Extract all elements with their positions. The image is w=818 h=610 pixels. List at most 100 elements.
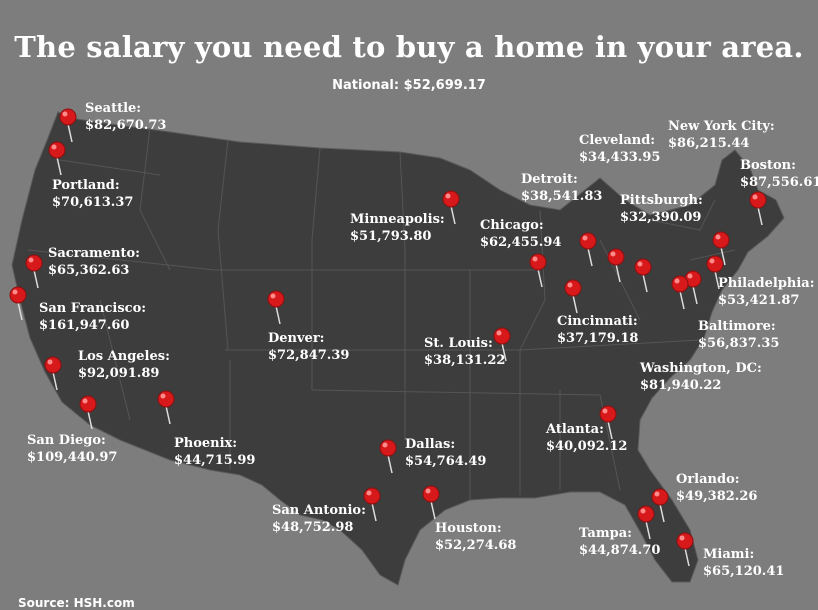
map-pin-icon[interactable] bbox=[362, 487, 382, 523]
map-pin-icon[interactable] bbox=[378, 439, 398, 475]
city-salary: $52,274.68 bbox=[435, 538, 517, 553]
map-pin-icon[interactable] bbox=[675, 532, 695, 568]
map-pin-icon[interactable] bbox=[636, 505, 656, 541]
map-pin-icon[interactable] bbox=[47, 141, 67, 177]
city-name: Cleveland: bbox=[579, 133, 656, 148]
city-label-washington-dc: Washington, DC: $81,940.22 bbox=[640, 360, 762, 394]
map-pin-icon[interactable] bbox=[156, 390, 176, 426]
city-label-dallas: Dallas: $54,764.49 bbox=[405, 436, 486, 470]
city-salary: $86,215.44 bbox=[668, 136, 750, 151]
city-salary: $38,541.83 bbox=[521, 189, 603, 204]
map-pin-icon[interactable] bbox=[578, 232, 598, 268]
city-name: Tampa: bbox=[579, 526, 632, 541]
map-pin-icon[interactable] bbox=[421, 485, 441, 521]
map-pin-icon[interactable] bbox=[705, 255, 725, 291]
map-pin-icon[interactable] bbox=[24, 254, 44, 290]
city-label-minneapolis: Minneapolis: $51,793.80 bbox=[350, 211, 445, 245]
map-pin-icon[interactable] bbox=[266, 290, 286, 326]
city-salary: $81,940.22 bbox=[640, 378, 722, 393]
city-salary: $40,092.12 bbox=[546, 439, 628, 454]
city-name: Boston: bbox=[740, 158, 796, 173]
city-label-miami: Miami: $65,120.41 bbox=[703, 546, 784, 580]
city-label-new-york-city: New York City: $86,215.44 bbox=[668, 118, 775, 152]
city-name: Atlanta: bbox=[546, 422, 604, 437]
city-salary: $37,179.18 bbox=[557, 331, 639, 346]
city-label-baltimore: Baltimore: $56,837.35 bbox=[698, 318, 779, 352]
city-label-detroit: Detroit: $38,541.83 bbox=[521, 171, 602, 205]
city-salary: $62,455.94 bbox=[480, 235, 562, 250]
map-pin-icon[interactable] bbox=[492, 327, 512, 363]
city-name: Seattle: bbox=[85, 101, 142, 116]
city-salary: $92,091.89 bbox=[78, 366, 160, 381]
city-salary: $34,433.95 bbox=[579, 150, 661, 165]
city-salary: $44,715.99 bbox=[174, 453, 256, 468]
map-pin-icon[interactable] bbox=[711, 231, 731, 267]
city-name: Washington, DC: bbox=[640, 361, 762, 376]
city-label-sacramento: Sacramento: $65,362.63 bbox=[48, 245, 140, 279]
city-name: New York City: bbox=[668, 119, 775, 134]
city-salary: $38,131.22 bbox=[424, 353, 506, 368]
city-name: San Antonio: bbox=[272, 503, 366, 518]
national-average: National: $52,699.17 bbox=[332, 78, 486, 93]
map-pin-icon[interactable] bbox=[563, 279, 583, 315]
city-name: Chicago: bbox=[480, 218, 544, 233]
city-label-houston: Houston: $52,274.68 bbox=[435, 520, 516, 554]
city-salary: $54,764.49 bbox=[405, 454, 487, 469]
map-pin-icon[interactable] bbox=[441, 190, 461, 226]
source-credit: Source: HSH.com bbox=[18, 596, 135, 610]
city-label-phoenix: Phoenix: $44,715.99 bbox=[174, 435, 255, 469]
city-label-atlanta: Atlanta: $40,092.12 bbox=[546, 421, 627, 455]
city-name: Denver: bbox=[268, 331, 325, 346]
city-name: Portland: bbox=[52, 178, 120, 193]
city-salary: $82,670.73 bbox=[85, 118, 167, 133]
city-salary: $32,390.09 bbox=[620, 210, 702, 225]
page-title: The salary you need to buy a home in you… bbox=[14, 30, 804, 64]
city-name: Minneapolis: bbox=[350, 212, 445, 227]
city-name: Pittsburgh: bbox=[620, 193, 703, 208]
city-label-san-diego: San Diego: $109,440.97 bbox=[27, 432, 117, 466]
city-name: Houston: bbox=[435, 521, 502, 536]
city-salary: $53,421.87 bbox=[718, 293, 800, 308]
city-name: San Francisco: bbox=[39, 301, 147, 316]
map-pin-icon[interactable] bbox=[650, 488, 670, 524]
map-pin-icon[interactable] bbox=[8, 286, 28, 322]
city-name: Philadelphia: bbox=[718, 276, 815, 291]
map-pin-icon[interactable] bbox=[58, 108, 78, 144]
city-label-san-antonio: San Antonio: $48,752.98 bbox=[272, 502, 366, 536]
city-salary: $161,947.60 bbox=[39, 318, 130, 333]
map-pin-icon[interactable] bbox=[633, 258, 653, 294]
city-salary: $109,440.97 bbox=[27, 450, 118, 465]
city-name: Phoenix: bbox=[174, 436, 238, 451]
map-pin-icon[interactable] bbox=[528, 253, 548, 289]
map-pin-icon[interactable] bbox=[78, 395, 98, 431]
city-label-pittsburgh: Pittsburgh: $32,390.09 bbox=[620, 192, 703, 226]
city-label-boston: Boston: $87,556.61 bbox=[740, 157, 818, 191]
city-label-seattle: Seattle: $82,670.73 bbox=[85, 100, 166, 134]
map-pin-icon[interactable] bbox=[598, 405, 618, 441]
us-land-mass bbox=[11, 111, 785, 586]
city-name: Dallas: bbox=[405, 437, 456, 452]
city-salary: $72,847.39 bbox=[268, 348, 350, 363]
city-name: Orlando: bbox=[676, 472, 740, 487]
city-label-san-francisco: San Francisco: $161,947.60 bbox=[39, 300, 146, 334]
city-label-tampa: Tampa: $44,874.70 bbox=[579, 525, 660, 559]
city-name: San Diego: bbox=[27, 433, 106, 448]
city-salary: $56,837.35 bbox=[698, 336, 780, 351]
city-name: Miami: bbox=[703, 547, 755, 562]
city-salary: $44,874.70 bbox=[579, 543, 661, 558]
state-borders bbox=[27, 127, 736, 500]
city-label-chicago: Chicago: $62,455.94 bbox=[480, 217, 561, 251]
map-pin-icon[interactable] bbox=[43, 356, 63, 392]
map-pin-icon[interactable] bbox=[748, 191, 768, 227]
city-name: Baltimore: bbox=[698, 319, 776, 334]
city-name: Sacramento: bbox=[48, 246, 140, 261]
map-pin-icon[interactable] bbox=[606, 248, 626, 284]
city-salary: $87,556.61 bbox=[740, 175, 818, 190]
city-label-st-louis: St. Louis: $38,131.22 bbox=[424, 335, 505, 369]
city-label-philadelphia: Philadelphia: $53,421.87 bbox=[718, 275, 815, 309]
city-name: Los Angeles: bbox=[78, 349, 170, 364]
city-salary: $48,752.98 bbox=[272, 520, 354, 535]
city-label-los-angeles: Los Angeles: $92,091.89 bbox=[78, 348, 170, 382]
map-pin-icon[interactable] bbox=[670, 275, 690, 311]
